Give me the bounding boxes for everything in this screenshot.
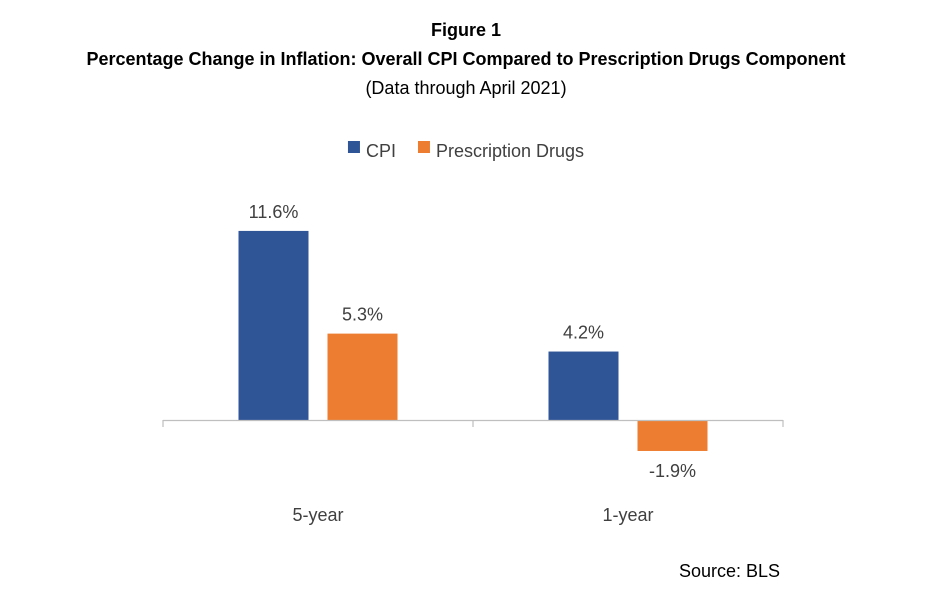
figure-label: Figure 1 xyxy=(430,20,501,40)
bar-prescription-drugs-1-year xyxy=(637,420,708,451)
data-label-prescription-drugs-1-year: -1.9% xyxy=(649,461,696,481)
category-labels-group: 5-year 1-year xyxy=(292,505,653,525)
legend-swatch-prescription-drugs xyxy=(417,141,430,153)
chart-title: Percentage Change in Inflation: Overall … xyxy=(86,49,846,69)
data-label-cpi-5-year: 11.6% xyxy=(249,202,299,222)
legend-swatch-cpi xyxy=(347,141,360,153)
chart-subtitle: (Data through April 2021) xyxy=(365,78,567,98)
x-tick-label: 5-year xyxy=(292,505,343,525)
data-label-cpi-1-year: 4.2% xyxy=(563,323,604,343)
legend-label-cpi: CPI xyxy=(366,141,396,161)
bar-cpi-5-year xyxy=(238,230,309,420)
bar-cpi-1-year xyxy=(548,351,619,420)
value-labels-group: 11.6% 5.3% 4.2% -1.9% xyxy=(249,202,696,481)
x-tick-label: 1-year xyxy=(602,505,653,525)
legend: CPI Prescription Drugs xyxy=(347,141,584,161)
x-axis xyxy=(162,419,784,427)
legend-label-prescription-drugs: Prescription Drugs xyxy=(436,141,584,161)
source-note: Source: BLS xyxy=(678,561,780,581)
bar-prescription-drugs-5-year xyxy=(327,333,398,420)
data-label-prescription-drugs-5-year: 5.3% xyxy=(342,305,383,325)
bars-group xyxy=(238,230,708,451)
